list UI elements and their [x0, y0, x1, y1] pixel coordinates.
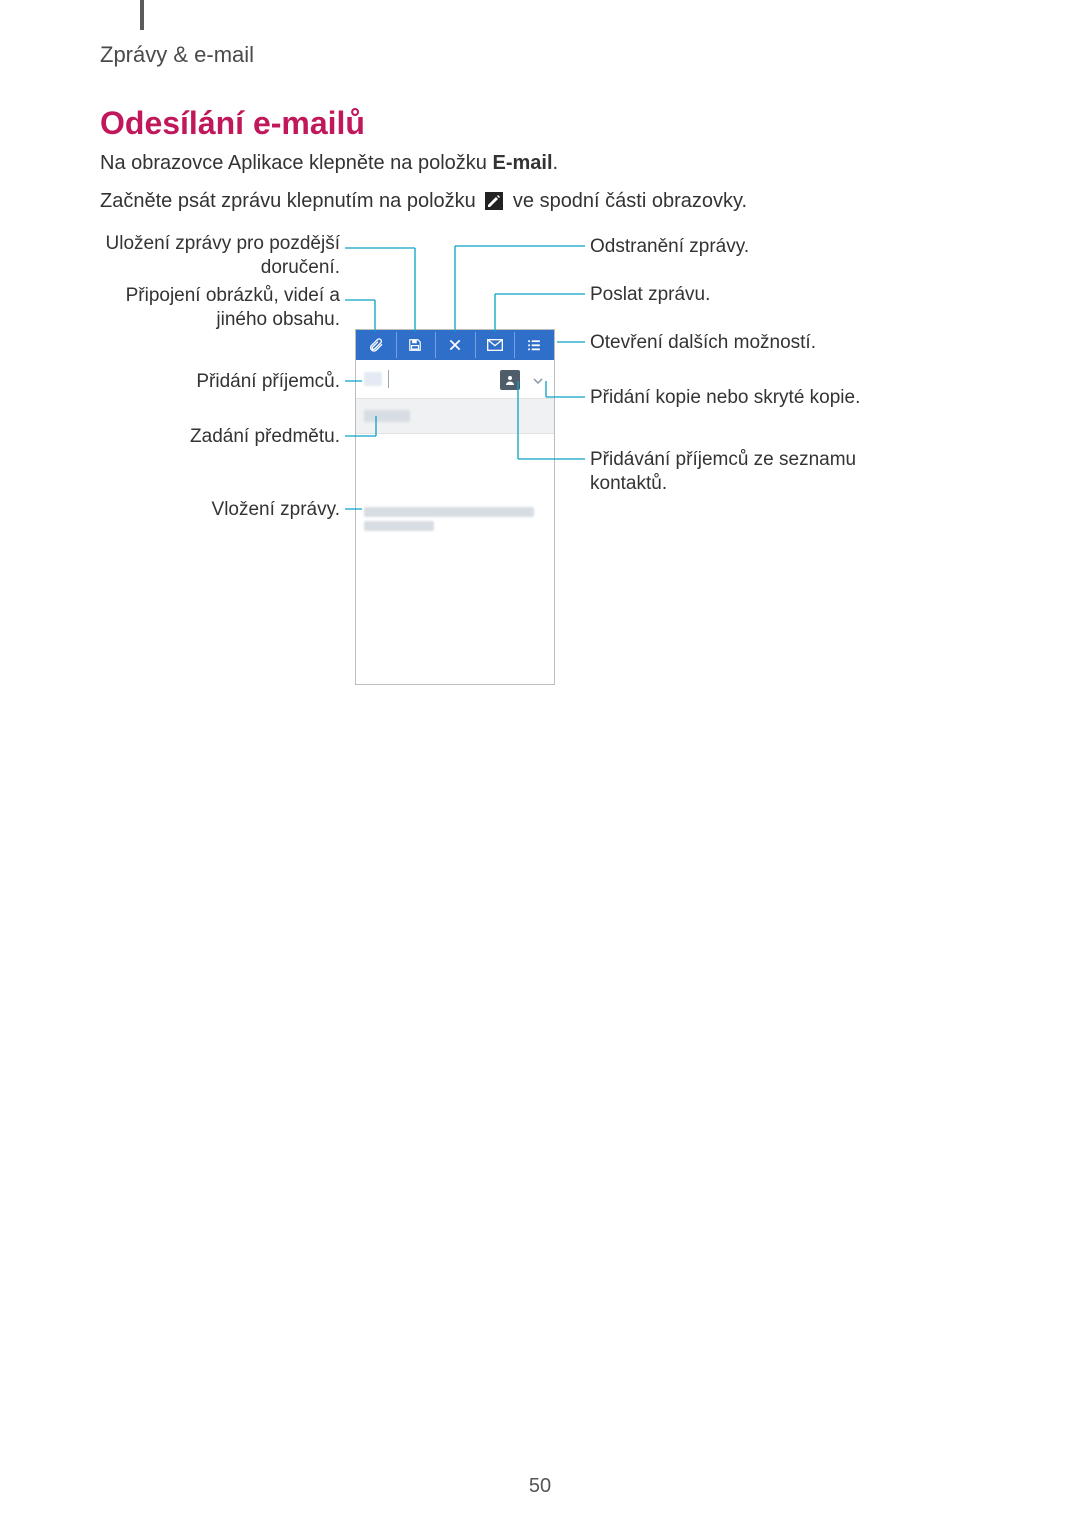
- save-icon: [408, 338, 422, 352]
- para1-pre: Na obrazovce Aplikace klepněte na položk…: [100, 152, 492, 174]
- section-title: Odesílání e-mailů: [100, 105, 365, 142]
- callout-subject: Zadání předmětu.: [100, 425, 340, 449]
- leader-lines: [0, 0, 1080, 1527]
- subject-row[interactable]: [356, 399, 554, 434]
- send-button[interactable]: [475, 330, 515, 360]
- message-body-area[interactable]: [356, 434, 554, 539]
- chevron-down-icon[interactable]: [532, 374, 544, 392]
- para1-bold: E-mail: [492, 152, 552, 174]
- add-from-contacts-button[interactable]: [500, 370, 520, 390]
- callout-attach: Připojení obrázků, videí a jiného obsahu…: [70, 284, 340, 332]
- recipients-row[interactable]: [356, 360, 554, 399]
- callout-contacts: Přidávání příjemců ze seznamu kontaktů.: [590, 448, 910, 496]
- body-blur-line: [364, 507, 534, 517]
- callout-send: Poslat zprávu.: [590, 283, 910, 307]
- to-placeholder-blur: [364, 372, 382, 386]
- paperclip-icon: [368, 337, 384, 353]
- intro-paragraph-2: Začněte psát zprávu klepnutím na položku…: [100, 190, 747, 216]
- callout-delete: Odstranění zprávy.: [590, 235, 910, 259]
- more-options-button[interactable]: [514, 330, 554, 360]
- compose-icon: [485, 192, 503, 216]
- breadcrumb: Zprávy & e-mail: [100, 42, 254, 68]
- para1-post: .: [553, 152, 559, 174]
- callout-more: Otevření dalších možností.: [590, 331, 910, 355]
- delete-button[interactable]: [435, 330, 475, 360]
- page-number: 50: [0, 1475, 1080, 1498]
- text-caret: [388, 370, 389, 388]
- chapter-mark: [140, 0, 144, 30]
- close-icon: [448, 338, 462, 352]
- callout-save-draft: Uložení zprávy pro pozdější doručení.: [100, 232, 340, 280]
- phone-mock: [355, 329, 555, 685]
- para2-pre: Začněte psát zprávu klepnutím na položku: [100, 190, 481, 212]
- envelope-icon: [487, 339, 503, 351]
- more-icon: [527, 338, 541, 352]
- save-draft-button[interactable]: [396, 330, 436, 360]
- intro-paragraph-1: Na obrazovce Aplikace klepněte na položk…: [100, 152, 558, 175]
- compose-toolbar: [356, 330, 554, 360]
- contact-icon: [504, 374, 516, 386]
- attach-button[interactable]: [356, 330, 396, 360]
- para2-post: ve spodní části obrazovky.: [507, 190, 747, 212]
- body-blur-line: [364, 521, 434, 531]
- callout-add-recipients: Přidání příjemců.: [100, 370, 340, 394]
- callout-body: Vložení zprávy.: [100, 498, 340, 522]
- subject-placeholder-blur: [364, 410, 410, 422]
- callout-cc-bcc: Přidání kopie nebo skryté kopie.: [590, 386, 910, 410]
